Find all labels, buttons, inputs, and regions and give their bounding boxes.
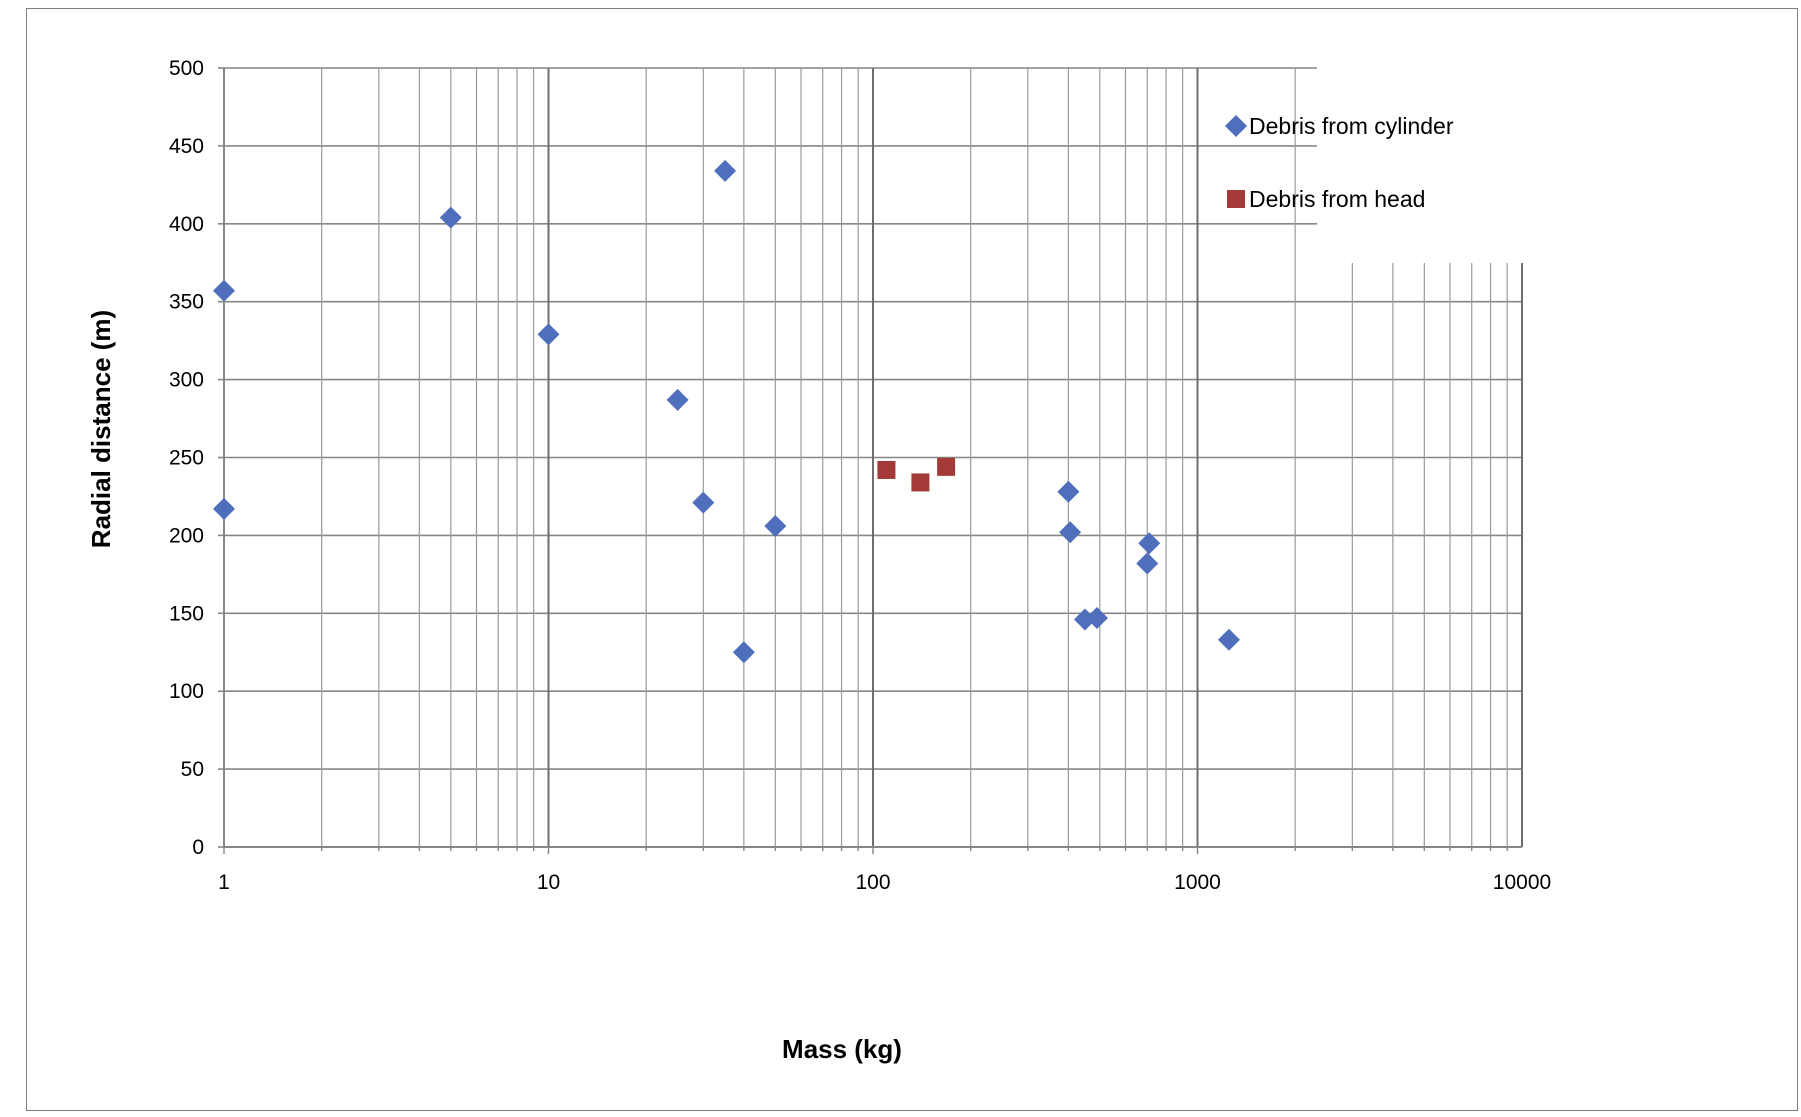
y-tick-label: 400 (169, 213, 204, 236)
cylinder-point (1217, 628, 1240, 651)
y-tick-label: 50 (181, 758, 204, 781)
head-point (877, 460, 896, 479)
cylinder-point (537, 323, 560, 346)
x-tick-label: 10000 (1493, 871, 1551, 894)
cylinder-point (1057, 480, 1080, 503)
x-axis-title: Mass (kg) (782, 1034, 902, 1064)
legend: Debris from cylinder Debris from head (1225, 67, 1647, 263)
y-tick-label: 300 (169, 369, 204, 392)
y-tick-label: 250 (169, 447, 204, 470)
scatter-chart: 0 50 100 150 200 250 300 350 400 450 500 1 10 100 1000… (86, 57, 1647, 1064)
head-point (911, 473, 930, 492)
cylinder-point (1059, 521, 1082, 544)
head-point (937, 457, 956, 476)
tick-labels: 0 50 100 150 200 250 300 350 400 450 500 1 10 100 1000… (169, 57, 1551, 894)
cylinder-point (666, 388, 689, 411)
legend-background (1317, 67, 1647, 263)
legend-marker-diamond (1225, 115, 1247, 137)
cylinder-point (732, 641, 755, 664)
series-cylinder (213, 159, 1240, 664)
chart-frame: 0 50 100 150 200 250 300 350 400 450 500 1 10 100 1000… (26, 8, 1798, 1111)
cylinder-point (213, 279, 235, 302)
cylinder-point (764, 515, 787, 538)
y-tick-label: 100 (169, 680, 204, 703)
y-tick-label: 200 (169, 524, 204, 547)
x-tick-label: 10 (537, 871, 560, 894)
legend-marker-square (1227, 190, 1245, 208)
axes (218, 67, 1522, 854)
cylinder-point (714, 159, 737, 182)
y-tick-label: 350 (169, 291, 204, 314)
cylinder-point (213, 497, 235, 520)
cylinder-point (1085, 606, 1108, 629)
data-points (213, 159, 1240, 664)
cylinder-point (1138, 532, 1161, 555)
legend-label: Debris from cylinder (1249, 113, 1454, 139)
cylinder-point (692, 491, 715, 514)
cylinder-point (1136, 552, 1159, 575)
y-axis-title: Radial distance (m) (86, 310, 116, 548)
legend-label: Debris from head (1249, 186, 1425, 212)
y-tick-label: 0 (192, 836, 204, 859)
x-tick-label: 100 (855, 871, 890, 894)
x-tick-label: 1 (218, 871, 230, 894)
y-tick-label: 450 (169, 135, 204, 158)
y-tick-label: 500 (169, 57, 204, 80)
y-tick-label: 150 (169, 602, 204, 625)
series-head (877, 457, 956, 492)
cylinder-point (439, 206, 462, 229)
x-tick-label: 1000 (1174, 871, 1221, 894)
